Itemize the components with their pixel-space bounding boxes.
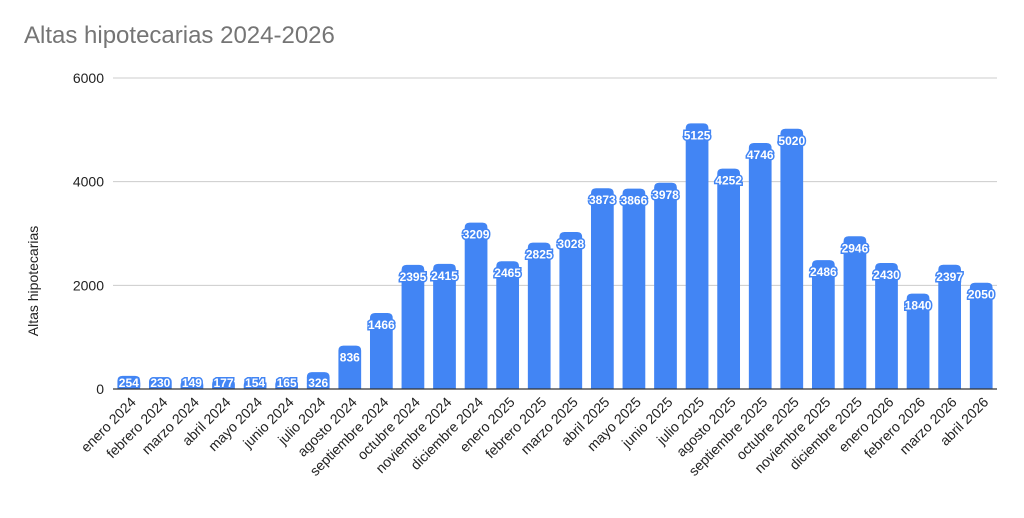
data-label: 2465 [494, 266, 521, 280]
data-label: 149 [182, 376, 202, 390]
bar [401, 264, 425, 389]
data-label: 5125 [684, 128, 711, 142]
data-label: 4252 [715, 174, 742, 188]
bar [338, 345, 362, 389]
data-label: 1840 [905, 299, 932, 313]
bar [654, 182, 677, 389]
data-label: 2395 [400, 270, 427, 284]
y-tick-label: 0 [96, 381, 104, 397]
data-label: 2050 [968, 288, 995, 302]
data-label: 3209 [463, 228, 490, 242]
data-label: 5020 [778, 134, 805, 148]
bar [685, 123, 709, 390]
data-label: 4746 [747, 148, 774, 162]
data-label: 2946 [842, 241, 869, 255]
bar [369, 313, 393, 389]
data-label: 2430 [873, 268, 900, 282]
bars [117, 123, 993, 390]
bar [180, 381, 204, 389]
y-axis-label: Altas hipotecarias [25, 226, 41, 337]
y-tick-label: 6000 [73, 70, 104, 86]
bar [306, 372, 330, 389]
bar [717, 168, 741, 389]
data-labels: 254 230 149 177 154 165 326 836 1466 2395 2415 3209… [117, 127, 996, 392]
data-label: 165 [277, 376, 297, 390]
y-tick-label: 4000 [73, 174, 104, 190]
data-label: 3978 [652, 188, 679, 202]
bar [527, 242, 551, 389]
bar [496, 261, 520, 389]
data-label: 836 [340, 351, 360, 365]
bar [148, 377, 172, 389]
data-label: 326 [308, 376, 328, 390]
bar [780, 128, 804, 389]
data-label: 2415 [431, 269, 458, 283]
bar [117, 375, 141, 389]
data-label: 230 [150, 376, 170, 390]
bar [590, 188, 614, 389]
bar [811, 260, 835, 389]
bar [906, 293, 930, 389]
bar [275, 380, 299, 389]
bar [875, 263, 898, 389]
y-tick-label: 2000 [73, 277, 104, 293]
y-axis-ticks: 0 2000 4000 6000 [73, 70, 104, 397]
data-label: 3873 [589, 193, 616, 207]
bar [938, 264, 962, 389]
chart-title: Altas hipotecarias 2024-2026 [24, 22, 335, 49]
bar [433, 263, 456, 389]
data-label: 177 [213, 376, 233, 390]
bar [243, 381, 267, 389]
data-label: 3866 [621, 194, 648, 208]
data-label: 2486 [810, 265, 837, 279]
data-label: 2397 [936, 270, 963, 284]
data-label: 2825 [526, 248, 553, 262]
data-label: 154 [245, 376, 265, 390]
bar [843, 236, 867, 389]
bar [464, 222, 488, 389]
data-label: 1466 [368, 318, 395, 332]
data-label: 3028 [557, 237, 584, 251]
bar [748, 142, 772, 389]
bar [622, 188, 646, 389]
bar [212, 379, 235, 389]
data-label: 254 [119, 376, 139, 390]
bar [969, 282, 993, 389]
bar [559, 232, 583, 389]
